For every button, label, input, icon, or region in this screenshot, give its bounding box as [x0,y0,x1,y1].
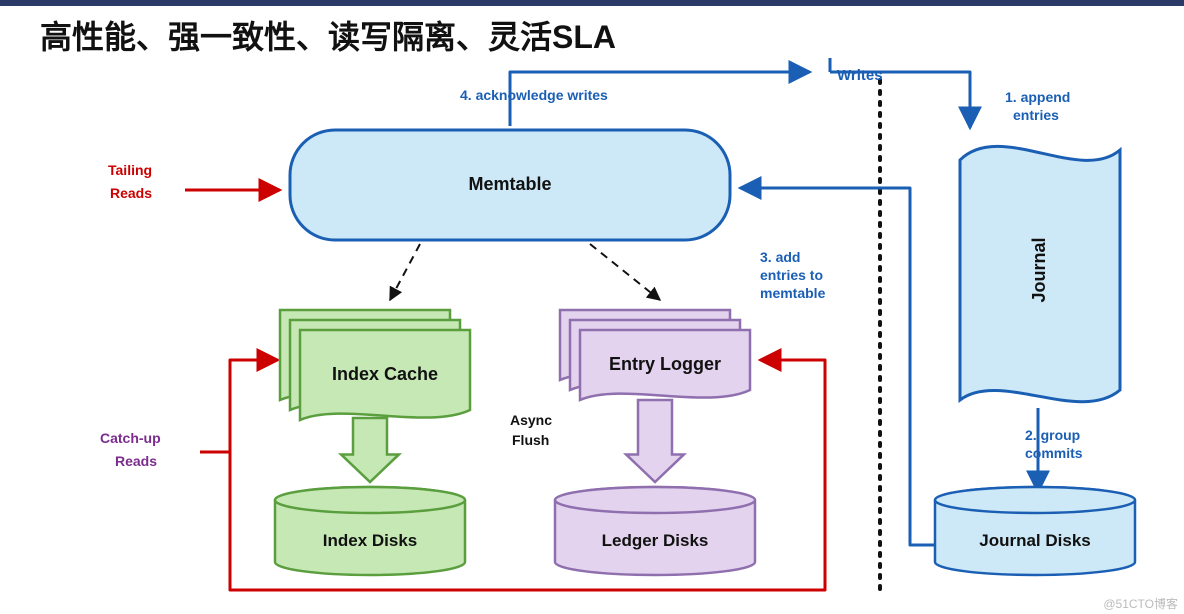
annotation-append_entries_2: entries [1013,107,1059,123]
annotation-group_commits_1: 2. group [1025,427,1080,443]
node-memtable: Memtable [290,130,730,240]
entry-logger-label: Entry Logger [609,354,721,374]
annotation-ack_writes: 4. acknowledge writes [460,87,608,103]
svg-text:Ledger Disks: Ledger Disks [602,531,709,550]
svg-text:Journal Disks: Journal Disks [979,531,1091,550]
index-cache-label: Index Cache [332,364,438,384]
node-ledger-disks: Ledger Disks [555,487,755,575]
annotation-tailing_1: Tailing [108,162,152,178]
annotation-add_entries_1: 3. add [760,249,800,265]
svg-text:Index Disks: Index Disks [323,531,418,550]
journal-label: Journal [1029,237,1049,302]
memtable-label: Memtable [468,174,551,194]
annotations: Writes 1. append entries 2. group commits 3. … [100,67,1083,469]
architecture-diagram: Memtable Journal Index Cache Entry Logge… [0,0,1184,614]
annotation-async_1: Async [510,412,552,428]
annotation-tailing_2: Reads [110,185,152,201]
annotation-catchup_1: Catch-up [100,430,161,446]
annotation-writes: Writes [837,67,883,84]
annotation-add_entries_3: memtable [760,285,826,301]
watermark: @51CTO博客 [1103,595,1178,612]
node-journal-disks: Journal Disks [935,487,1135,575]
annotation-add_entries_2: entries to [760,267,823,283]
node-journal: Journal [960,146,1120,401]
annotation-group_commits_2: commits [1025,445,1083,461]
node-index-cache: Index Cache [280,310,470,420]
node-entry-logger: Entry Logger [560,310,750,400]
annotation-append_entries_1: 1. append [1005,89,1070,105]
node-index-disks: Index Disks [275,487,465,575]
annotation-async_2: Flush [512,432,549,448]
annotation-catchup_2: Reads [115,453,157,469]
